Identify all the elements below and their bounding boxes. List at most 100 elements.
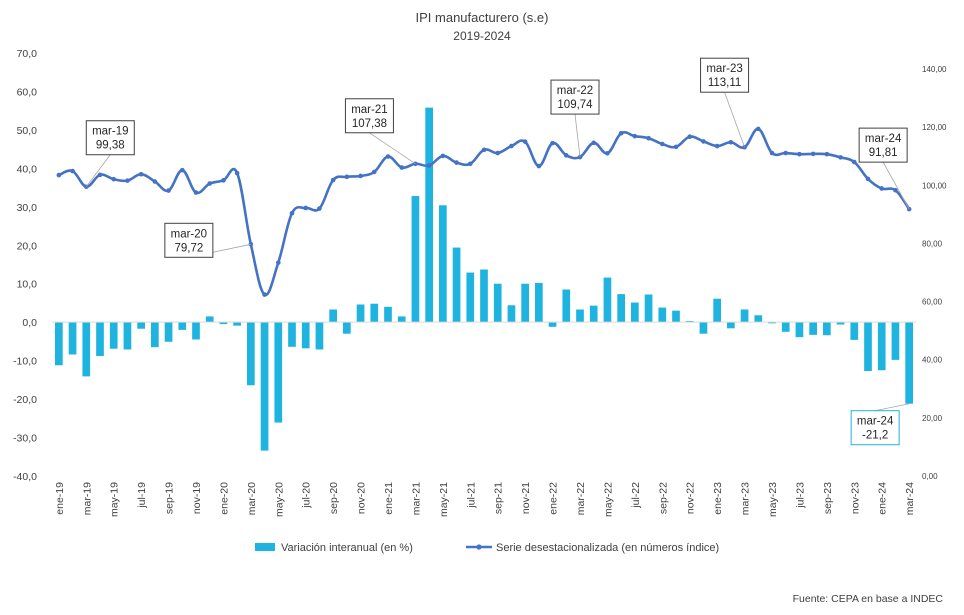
bar bbox=[685, 321, 694, 323]
x-tick-label: may-21 bbox=[438, 482, 450, 517]
line-point bbox=[591, 140, 597, 146]
line-point bbox=[303, 205, 309, 211]
line-point bbox=[728, 139, 734, 145]
x-tick-label: nov-21 bbox=[520, 482, 532, 514]
bar bbox=[548, 322, 557, 327]
line-point bbox=[179, 167, 185, 173]
annotation-leader bbox=[574, 114, 581, 158]
y-left-tick-label: 30,0 bbox=[17, 202, 38, 214]
line-point bbox=[111, 176, 117, 182]
bar bbox=[809, 322, 817, 335]
annotation-box bbox=[344, 98, 394, 134]
line-point bbox=[454, 160, 459, 165]
bar bbox=[329, 309, 337, 323]
annotation-leader bbox=[875, 403, 910, 412]
line-point bbox=[413, 161, 418, 167]
bar bbox=[658, 307, 667, 323]
annotation-box bbox=[85, 120, 135, 156]
line-point bbox=[522, 139, 528, 144]
annotation-label: mar-19 bbox=[92, 126, 128, 138]
line-point bbox=[262, 292, 267, 297]
line-point bbox=[824, 151, 830, 157]
bar bbox=[631, 302, 639, 323]
x-tick-label: may-23 bbox=[767, 482, 779, 517]
line-point bbox=[509, 143, 514, 149]
bar bbox=[713, 298, 721, 323]
x-tick-label: ene-23 bbox=[712, 482, 724, 515]
x-tick-label: jul-19 bbox=[136, 482, 148, 509]
y-right-tick-label: 140,00 bbox=[922, 65, 947, 74]
bar bbox=[644, 294, 653, 323]
legend: Variación interanual (en %) Serie desest… bbox=[255, 542, 719, 554]
line-point bbox=[605, 151, 610, 156]
annotations: mar-19 99,38 mar-20 79,72 mar-21 107,38 mar-22… bbox=[85, 57, 910, 446]
line-point bbox=[865, 176, 871, 182]
y-right-tick-label: 100,00 bbox=[922, 181, 947, 190]
bar bbox=[823, 322, 831, 336]
x-tick-label: sep-21 bbox=[493, 482, 505, 514]
line-point bbox=[714, 143, 720, 149]
bar bbox=[740, 309, 749, 323]
line-point bbox=[234, 170, 240, 176]
line-point bbox=[632, 133, 638, 139]
bar bbox=[247, 322, 255, 386]
bar bbox=[617, 294, 625, 323]
annotation-box bbox=[700, 57, 750, 93]
annotation-label: mar-24 bbox=[865, 133, 902, 145]
line-point bbox=[385, 154, 391, 159]
x-tick-label: ene-24 bbox=[877, 482, 889, 515]
y-left-tick-label: -30,0 bbox=[13, 433, 37, 445]
bar bbox=[343, 322, 351, 334]
x-tick-label: mar-19 bbox=[81, 482, 93, 515]
bar bbox=[151, 322, 159, 348]
x-tick-label: jul-21 bbox=[465, 482, 477, 509]
annotation-value: 107,38 bbox=[352, 118, 387, 130]
line-point bbox=[426, 163, 432, 168]
line-point bbox=[221, 178, 226, 183]
line-point bbox=[673, 144, 679, 150]
bar bbox=[260, 322, 269, 451]
line-point bbox=[838, 155, 843, 160]
line-point bbox=[125, 178, 130, 183]
bar bbox=[288, 322, 296, 347]
bar bbox=[480, 269, 488, 323]
x-tick-label: sep-23 bbox=[822, 482, 834, 514]
x-tick-label: ene-20 bbox=[218, 482, 230, 515]
bar bbox=[562, 289, 571, 323]
bar bbox=[370, 303, 379, 323]
x-tick-label: mar-22 bbox=[575, 482, 587, 515]
bar bbox=[507, 305, 516, 323]
line-series bbox=[56, 126, 912, 297]
bar bbox=[905, 322, 913, 404]
line-point bbox=[879, 186, 885, 191]
bar bbox=[877, 322, 886, 371]
legend-label-line: Serie desestacionalizada (en números índ… bbox=[496, 542, 719, 554]
line-point bbox=[550, 140, 555, 146]
annotation-label: mar-24 bbox=[857, 416, 894, 428]
bar bbox=[411, 196, 420, 323]
bar bbox=[315, 322, 324, 350]
bar bbox=[219, 322, 228, 325]
bar bbox=[123, 322, 132, 350]
annotation-leader bbox=[882, 161, 910, 210]
line-point bbox=[755, 126, 761, 132]
line-point bbox=[769, 150, 775, 156]
annotation-value: 99,38 bbox=[96, 140, 125, 152]
y-right-tick-label: 40,00 bbox=[922, 356, 943, 365]
line-point bbox=[275, 260, 281, 265]
line-point bbox=[207, 181, 213, 186]
line-point bbox=[467, 161, 473, 167]
y-left-tick-label: -10,0 bbox=[13, 356, 37, 368]
line-point bbox=[810, 151, 816, 157]
legend-marker-line bbox=[476, 544, 482, 550]
line-point bbox=[659, 141, 665, 147]
bar bbox=[864, 322, 872, 372]
bar bbox=[301, 322, 310, 349]
annotation-box bbox=[550, 79, 600, 115]
x-tick-label: jul-23 bbox=[794, 482, 806, 509]
bar bbox=[576, 309, 584, 323]
line-point bbox=[70, 168, 75, 174]
bar bbox=[795, 322, 804, 338]
y-left-tick-label: 10,0 bbox=[17, 279, 38, 291]
bar bbox=[452, 247, 461, 323]
